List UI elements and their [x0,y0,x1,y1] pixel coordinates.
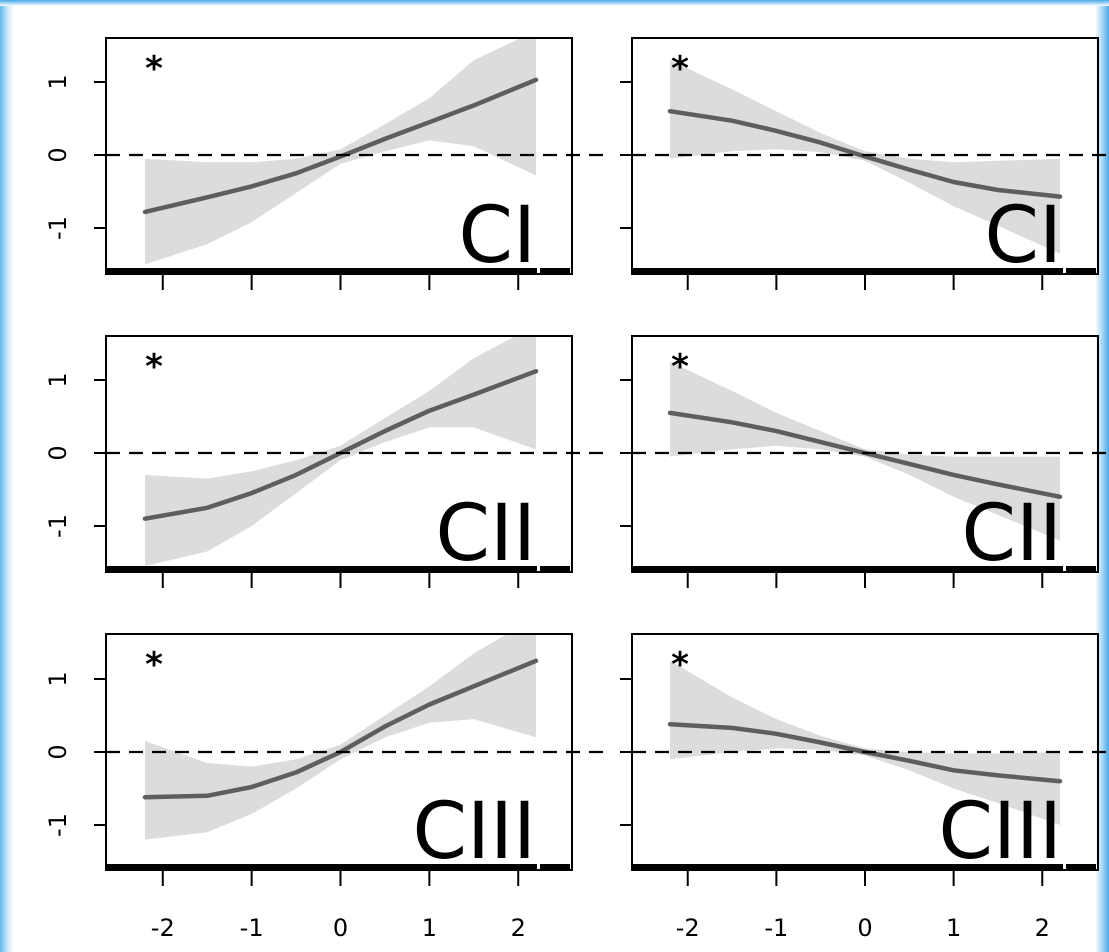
panel-ciii-col1: -1 0 1 -2 -1 0 1 2 * CIII [44,633,573,942]
rug-marks [1066,566,1096,572]
significance-marker: * [145,645,163,685]
panel-label: CI [459,191,536,281]
rug-marks [540,566,570,572]
panel-label: CIII [413,787,536,877]
rug-marks [107,864,537,870]
panel-ciii-col2: -2 -1 0 1 2 * CIII [620,633,1099,942]
rug-marks [633,864,1063,870]
significance-marker: * [145,49,163,89]
rug-marks [107,268,537,274]
fitted-line [667,108,1063,199]
panel-ci-col2: * CI [620,37,1099,290]
x-tick-label: 1 [422,914,437,942]
y-tick-label: 0 [44,147,72,162]
confidence-band [670,660,1060,825]
rug-marks [540,268,570,274]
rug-marks [1066,864,1096,870]
panel-cii-col2: * CII [620,335,1099,588]
significance-marker: * [671,49,689,89]
y-tick-label: 0 [44,744,72,759]
panel-plot-area [142,38,539,265]
significance-marker: * [671,645,689,685]
y-tick-label: -1 [44,514,72,538]
significance-marker: * [671,347,689,387]
panel-label: CIII [939,787,1062,877]
y-tick-label: 0 [44,445,72,460]
x-tick-label: 0 [333,914,348,942]
x-tick-label: 1 [946,914,961,942]
x-tick-label: -2 [151,914,175,942]
window-top-border [0,0,1109,6]
x-tick-label: 2 [1035,914,1050,942]
confidence-band [145,38,536,265]
x-tick-label: 0 [857,914,872,942]
panel-label: CII [436,489,536,579]
rug-marks [633,566,1063,572]
y-tick-label: -1 [44,216,72,240]
panel-label: CII [962,489,1062,579]
panel-plot-area [667,60,1063,254]
rug-marks [107,566,537,572]
fitted-line [142,77,539,215]
x-tick-label: -1 [240,914,264,942]
rug-marks [633,268,1063,274]
x-tick-label: 2 [511,914,526,942]
x-tick-label: -1 [764,914,788,942]
panel-cii-col1: -1 0 1 * CII [44,335,573,588]
panel-ci-col1: -1 0 1 * CI [44,37,573,290]
panel-label: CI [985,191,1062,281]
x-tick-label: -2 [676,914,700,942]
y-tick-label: 1 [44,671,72,686]
rug-marks [1066,268,1096,274]
y-tick-label: 1 [44,74,72,89]
significance-marker: * [145,347,163,387]
rug-marks [540,864,570,870]
y-tick-label: -1 [44,813,72,837]
y-tick-label: 1 [44,372,72,387]
